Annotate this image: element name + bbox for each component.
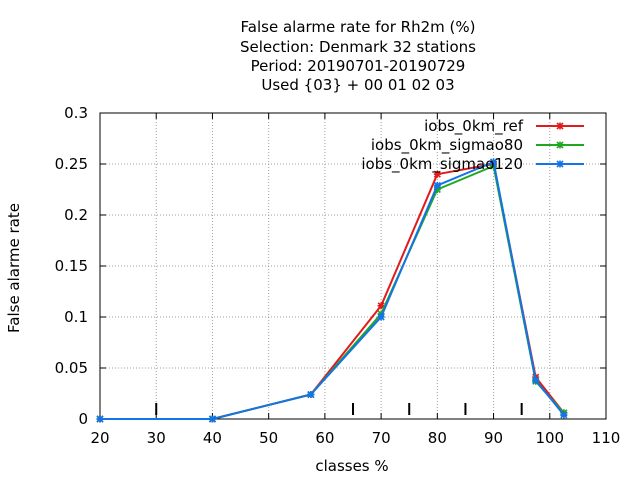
y-tick-label: 0.2 xyxy=(64,206,88,224)
x-tick-label: 50 xyxy=(259,429,278,447)
legend-marker xyxy=(556,160,564,168)
grid xyxy=(100,113,606,419)
data-point xyxy=(433,170,441,178)
title-line-4: Used {03} + 00 01 02 03 xyxy=(261,76,454,94)
x-tick-label: 110 xyxy=(592,429,621,447)
series-line xyxy=(100,161,565,420)
data-point xyxy=(307,390,315,399)
data-point xyxy=(377,313,385,321)
series-iobs_0km_sigmao80 xyxy=(96,162,568,423)
legend-entry: iobs_0km_sigmao80 xyxy=(371,136,584,155)
x-tick-label: 80 xyxy=(428,429,447,447)
y-tick-label: 0.25 xyxy=(55,155,88,173)
legend-label: iobs_0km_ref xyxy=(424,117,524,136)
x-tick-label: 70 xyxy=(372,429,391,447)
title-line-1: False alarme rate for Rh2m (%) xyxy=(241,18,476,36)
legend-marker xyxy=(556,141,564,149)
legend-entry: iobs_0km_sigmao120 xyxy=(361,155,584,174)
y-tick-label: 0.3 xyxy=(64,104,88,122)
legend-label: iobs_0km_sigmao120 xyxy=(361,155,523,174)
y-tick-label: 0.05 xyxy=(55,359,88,377)
data-point xyxy=(96,415,104,423)
series-layer xyxy=(96,158,568,423)
data-point xyxy=(560,411,568,419)
data-point xyxy=(433,185,441,194)
series-line xyxy=(100,163,565,420)
baseline-marks xyxy=(155,403,523,415)
data-point xyxy=(377,302,385,310)
data-point xyxy=(208,415,217,423)
y-tick-label: 0.1 xyxy=(64,308,88,326)
legend-entry: iobs_0km_ref xyxy=(424,117,584,136)
y-tick-label: 0.15 xyxy=(55,257,88,275)
title-line-3: Period: 20190701-20190729 xyxy=(251,57,466,75)
x-tick-label: 90 xyxy=(484,429,503,447)
x-tick-label: 60 xyxy=(315,429,334,447)
x-tick-label: 30 xyxy=(147,429,166,447)
data-point xyxy=(532,376,540,384)
y-axis-label: False alarme rate xyxy=(5,203,23,333)
series-iobs_0km_ref xyxy=(96,160,568,423)
chart-title: False alarme rate for Rh2m (%) Selection… xyxy=(240,18,476,94)
data-point xyxy=(433,181,441,189)
y-tick-labels: 0 0.05 0.1 0.15 0.2 0.25 0.3 xyxy=(55,104,88,428)
legend-marker xyxy=(556,122,564,130)
data-point xyxy=(489,158,498,166)
x-tick-label: 100 xyxy=(535,429,564,447)
x-axis-label: classes % xyxy=(315,457,388,475)
x-tick-labels: 20 30 40 50 60 70 80 90 100 110 xyxy=(90,429,620,447)
y-tick-label: 0 xyxy=(78,410,88,428)
series-line xyxy=(100,165,565,420)
legend-label: iobs_0km_sigmao80 xyxy=(371,136,523,155)
legend: iobs_0km_refiobs_0km_sigmao80iobs_0km_si… xyxy=(361,117,584,174)
series-iobs_0km_sigmao120 xyxy=(96,158,568,423)
x-tick-label: 40 xyxy=(203,429,222,447)
x-tick-label: 20 xyxy=(90,429,109,447)
title-line-2: Selection: Denmark 32 stations xyxy=(240,38,476,56)
